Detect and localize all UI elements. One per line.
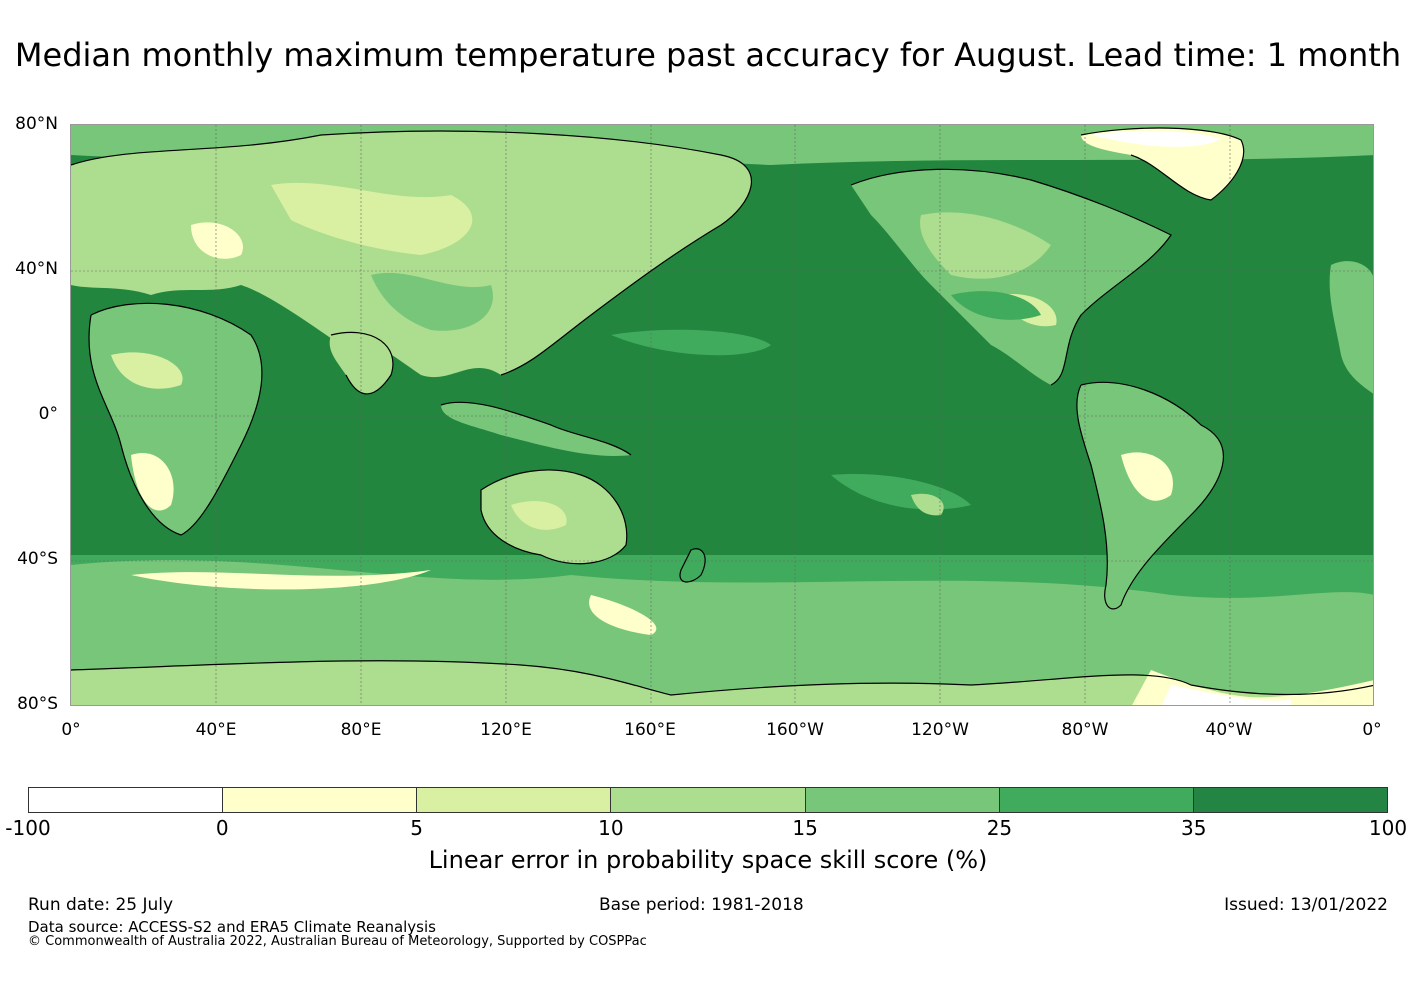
africa-patch (111, 352, 183, 389)
north-america-patch (920, 212, 1051, 279)
colorbar-tick-label: 25 (986, 816, 1013, 840)
colorbar-tick-label: 15 (792, 816, 818, 840)
lon-label-120w: 120°W (911, 720, 969, 740)
southern-ocean-patch (589, 595, 657, 635)
colorbar-tick-label: 10 (598, 816, 624, 840)
lon-label-160e: 160°E (624, 720, 676, 740)
colorbar-segment-3 (611, 788, 806, 812)
skill-score-map (70, 124, 1374, 706)
southern-ocean-patch (131, 570, 431, 590)
australia-patch (511, 501, 567, 530)
issued-date: Issued: 13/01/2022 (1224, 895, 1388, 915)
lon-label-40e: 40°E (195, 720, 237, 740)
world-map-svg (71, 125, 1373, 705)
colorbar-tick-label: 100 (1368, 816, 1408, 840)
eurasia-patch (271, 182, 473, 255)
colorbar-tick-label: -100 (5, 816, 51, 840)
europe-africa-edge-land (1329, 261, 1373, 394)
colorbar (28, 787, 1388, 813)
coastlines (71, 127, 1373, 696)
colorbar-segment-2 (417, 788, 612, 812)
lat-label-40n: 40°N (15, 259, 58, 279)
graticule (71, 125, 1373, 705)
colorbar-segment-0 (29, 788, 224, 812)
europe-patch (191, 222, 243, 259)
map-title: Median monthly maximum temperature past … (14, 36, 1402, 74)
lat-label-80n: 80°N (15, 114, 58, 134)
base-period: Base period: 1981-2018 (599, 895, 804, 915)
colorbar-tick-label: 0 (215, 816, 229, 840)
lon-label-0-east: 0° (1362, 720, 1382, 740)
pacific-patch (951, 291, 1041, 320)
colorbar-segment-5 (999, 788, 1194, 812)
greenland-white (1091, 130, 1221, 147)
colorbar-segment-4 (805, 788, 1000, 812)
colorbar-tick-label: 5 (410, 816, 423, 840)
antarctica-land (71, 660, 1373, 705)
data-source: Data source: ACCESS-S2 and ERA5 Climate … (28, 918, 436, 936)
africa-patch (131, 453, 174, 511)
pacific-patch (611, 329, 771, 356)
colorbar-segment-1 (223, 788, 418, 812)
colorbar-tick-label: 35 (1180, 816, 1207, 840)
lon-label-0: 0° (61, 720, 81, 740)
lon-label-160w: 160°W (766, 720, 824, 740)
india-land (329, 332, 393, 394)
lon-label-40w: 40°W (1205, 720, 1253, 740)
colorbar-segment-6 (1193, 788, 1387, 812)
south-america-patch (1121, 452, 1173, 501)
lat-label-40s: 40°S (17, 549, 58, 569)
run-date: Run date: 25 July (28, 895, 174, 915)
lon-label-120e: 120°E (480, 720, 532, 740)
greenland-land (1081, 128, 1244, 200)
eurasia-land (71, 131, 752, 378)
new-zealand-land (680, 548, 706, 582)
lat-label-0: 0° (38, 404, 58, 424)
pacific-patch (911, 493, 944, 516)
asia-patch (371, 272, 493, 331)
colorbar-label: Linear error in probability space skill … (428, 846, 988, 874)
lon-label-80w: 80°W (1061, 720, 1109, 740)
lat-label-80s: 80°S (17, 694, 58, 714)
lon-label-80e: 80°E (340, 720, 382, 740)
copyright: © Commonwealth of Australia 2022, Austra… (28, 934, 647, 949)
antarctica-white (1161, 685, 1291, 705)
